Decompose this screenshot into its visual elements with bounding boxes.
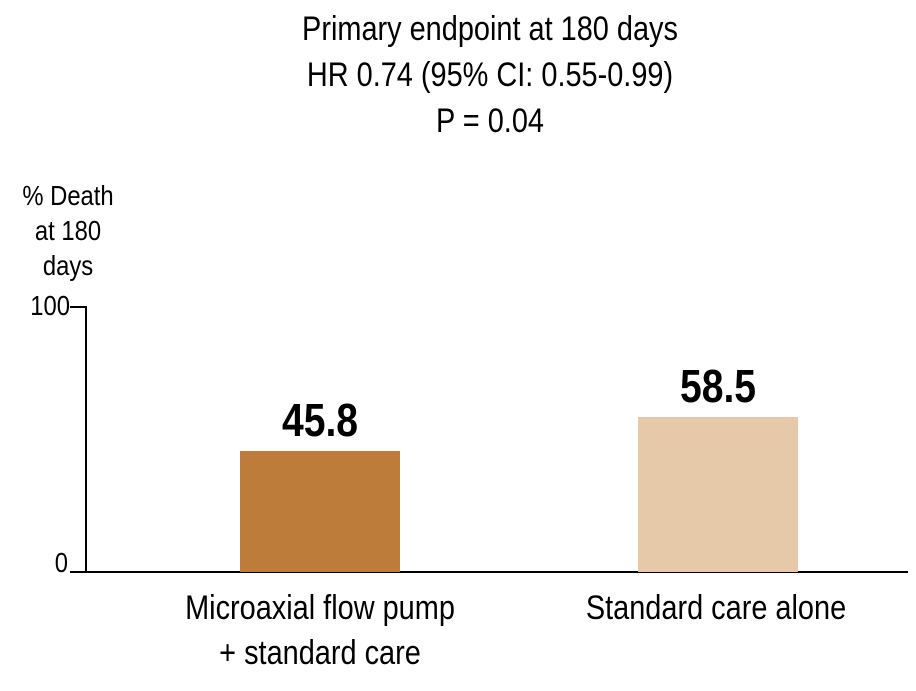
y-axis-title: % Death at 180 days <box>10 178 126 283</box>
x-label-microaxial-flow-pump: Microaxial flow pump + standard care <box>150 586 490 676</box>
chart-title-line-3: P = 0.04 <box>436 102 544 140</box>
bar-standard-care-alone <box>638 416 798 572</box>
y-axis-title-line-2: at 180 days <box>34 215 102 281</box>
y-axis-line <box>85 306 87 573</box>
value-label-microaxial-flow-pump: 45.8 <box>281 393 359 446</box>
x-label-microaxial-line-2: + standard care <box>219 634 421 672</box>
y-axis-title-line-1: % Death <box>22 180 114 211</box>
x-label-standard-care-line-1: Standard care alone <box>585 589 847 627</box>
chart-title-line-1: Primary endpoint at 180 days <box>302 10 678 48</box>
y-tick-mark-100 <box>70 306 87 308</box>
x-axis-baseline <box>70 571 908 573</box>
x-label-standard-care-alone: Standard care alone <box>546 586 886 631</box>
chart-title-line-2: HR 0.74 (95% CI: 0.55-0.99) <box>306 56 674 94</box>
x-label-microaxial-line-1: Microaxial flow pump <box>185 589 455 627</box>
y-tick-label-0: 0 <box>54 547 68 578</box>
value-label-standard-care-alone: 58.5 <box>679 359 757 412</box>
chart-title: Primary endpoint at 180 days HR 0.74 (95… <box>147 6 834 144</box>
y-tick-label-100: 100 <box>30 290 70 321</box>
bar-microaxial-flow-pump <box>240 450 400 572</box>
